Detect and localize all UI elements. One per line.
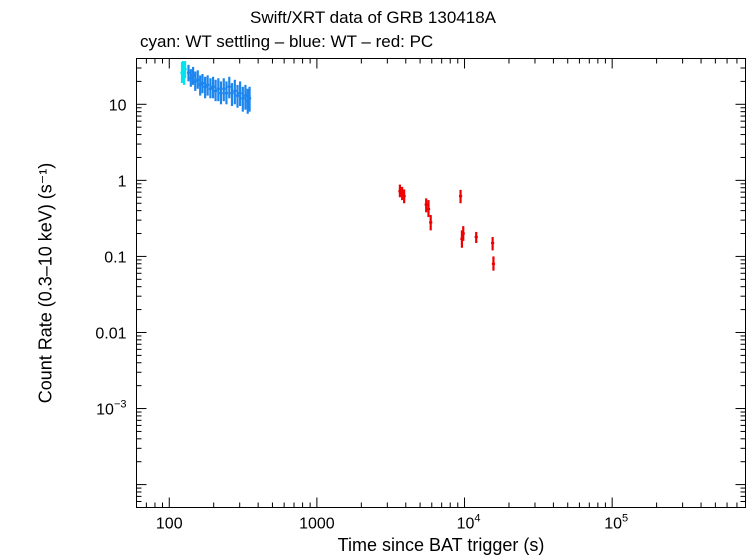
plot-frame bbox=[136, 58, 746, 508]
x-tick-label: 105 bbox=[604, 513, 628, 533]
x-tick-label: 104 bbox=[457, 513, 481, 533]
series-wt-settling bbox=[180, 61, 187, 85]
series-pc bbox=[398, 184, 496, 271]
x-tick-label-base: 10 bbox=[457, 516, 475, 533]
x-tick-label-base: 100 bbox=[156, 516, 183, 533]
y-tick-label-base: 10 bbox=[109, 97, 127, 114]
y-tick-label-base: 0.1 bbox=[104, 249, 126, 266]
x-axis-label: Time since BAT trigger (s) bbox=[337, 535, 545, 555]
y-tick-label: 0.01 bbox=[95, 325, 126, 342]
y-tick-label: 10−3 bbox=[96, 399, 126, 419]
y-tick-label-base: 1 bbox=[118, 173, 127, 190]
y-tick-label-base: 0.01 bbox=[95, 325, 126, 342]
x-tick-label: 100 bbox=[156, 516, 183, 533]
chart-title: Swift/XRT data of GRB 130418A bbox=[249, 8, 496, 27]
x-tick-label-base: 1000 bbox=[299, 516, 335, 533]
x-tick-label: 1000 bbox=[299, 516, 335, 533]
x-tick-label-exponent: 5 bbox=[622, 513, 628, 525]
y-tick-label-base: 10 bbox=[96, 402, 114, 419]
chart-subtitle: cyan: WT settling – blue: WT – red: PC bbox=[140, 32, 434, 51]
x-tick-label-base: 10 bbox=[604, 516, 622, 533]
y-tick-label: 1 bbox=[118, 173, 127, 190]
y-tick-label: 10 bbox=[109, 97, 127, 114]
x-tick-label-exponent: 4 bbox=[474, 513, 480, 525]
y-tick-label-exponent: −3 bbox=[114, 399, 127, 411]
y-tick-label: 0.1 bbox=[104, 249, 126, 266]
series-wt bbox=[186, 64, 252, 114]
